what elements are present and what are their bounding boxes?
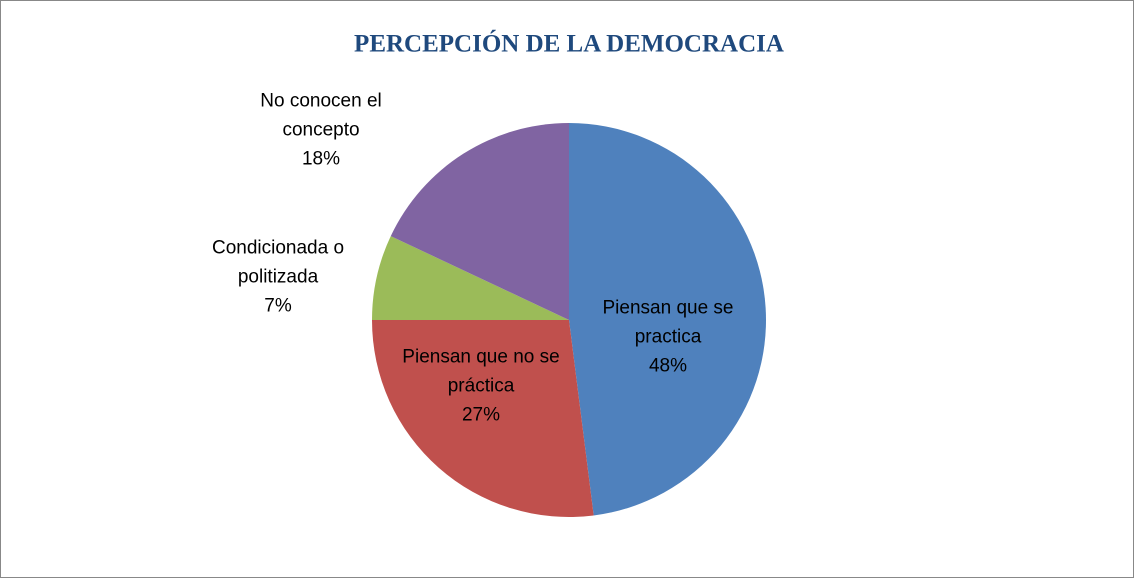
slice-percent: 27% xyxy=(461,404,501,426)
data-label: Piensan que se practica 48% xyxy=(583,294,753,381)
pie-slice xyxy=(569,123,766,516)
data-label: Piensan que no se práctica 27% xyxy=(391,343,571,430)
slice-percent: 18% xyxy=(301,148,341,170)
pie-slice xyxy=(390,123,569,320)
slice-category: No conocen el concepto xyxy=(260,90,382,141)
slice-percent: 48% xyxy=(648,355,688,377)
slice-category: Piensan que se practica xyxy=(602,297,734,348)
pie-slice xyxy=(372,236,569,320)
data-label: No conocen el concepto 18% xyxy=(251,87,391,174)
slice-category: Piensan que no se práctica xyxy=(402,346,560,397)
data-label: Condicionada o politizada 7% xyxy=(203,234,353,321)
pie-slice xyxy=(372,320,594,517)
slice-percent: 7% xyxy=(264,295,292,317)
slice-category: Condicionada o politizada xyxy=(211,237,345,288)
chart-title: PERCEPCIÓN DE LA DEMOCRACIA xyxy=(354,30,784,58)
